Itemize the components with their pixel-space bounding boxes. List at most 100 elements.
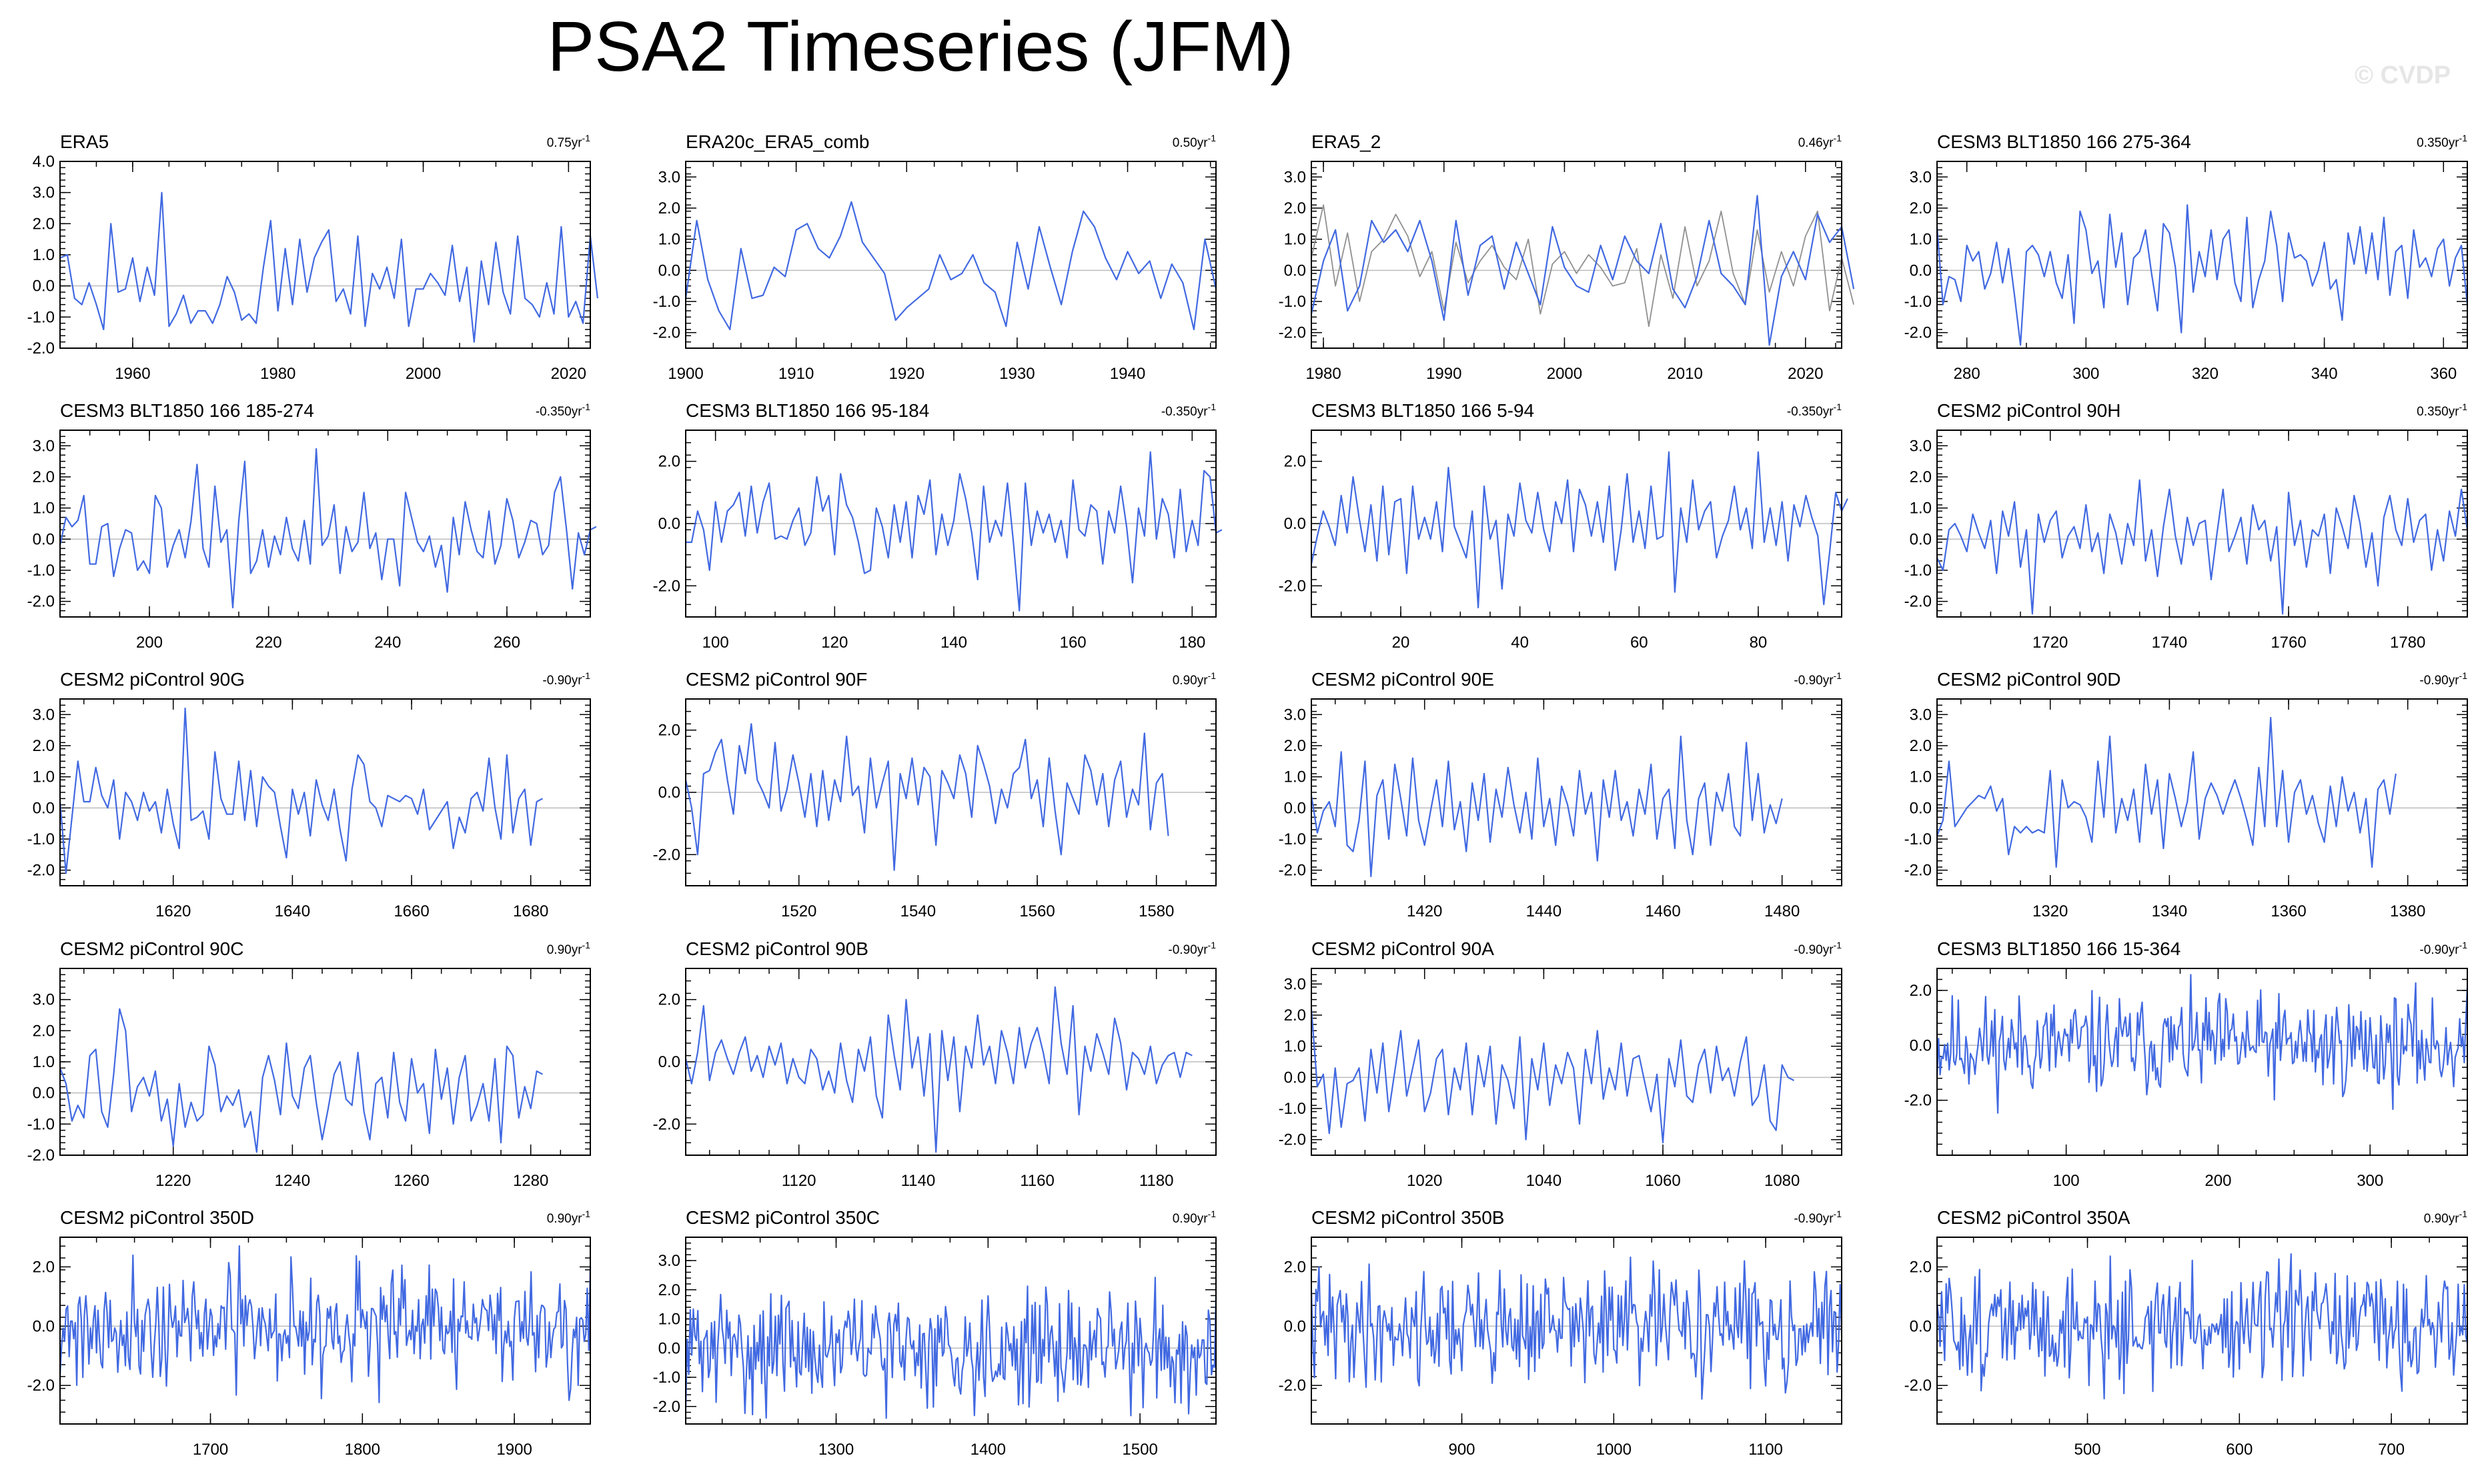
series-line — [59, 191, 598, 343]
series-line — [1310, 735, 1783, 878]
y-tick-label: 0.0 — [658, 1339, 680, 1357]
panel-frame — [1311, 161, 1842, 349]
panel-title: CESM3 BLT1850 166 275-364 — [1937, 131, 2191, 152]
x-tick-label: 600 — [2226, 1441, 2253, 1459]
y-tick-label: 1.0 — [33, 768, 55, 786]
panel-9: CESM2 piControl 90F 0.90yr-1 -2.0 0.0 2.0 152… — [653, 669, 1217, 920]
panel-16: CESM2 piControl 350D 0.90yr-1 -2.0 0.0 2.0 17… — [27, 1207, 592, 1459]
y-tick-label: -1.0 — [653, 1369, 680, 1387]
x-tick-label: 200 — [2205, 1172, 2231, 1190]
x-tick-label: 1460 — [1645, 902, 1680, 920]
y-tick-label: -2.0 — [1279, 862, 1306, 880]
y-tick-label: 0.0 — [1910, 530, 1932, 548]
panel-frame — [685, 968, 1217, 1156]
y-tick-label: 3.0 — [1284, 168, 1306, 186]
panel-title: CESM2 piControl 90F — [686, 669, 867, 690]
y-tick-label: 2.0 — [1284, 1006, 1306, 1024]
x-tick-label: 1000 — [1596, 1441, 1632, 1459]
y-tick-label: 3.0 — [1910, 168, 1932, 186]
series-line — [1310, 195, 1855, 346]
series-line — [684, 723, 1169, 871]
y-tick-label: 2.0 — [1910, 199, 1932, 217]
panel-title: CESM3 BLT1850 166 185-274 — [60, 400, 314, 421]
panel-5: CESM3 BLT1850 166 95-184 -0.350yr-1 -2.0 0.… — [653, 400, 1223, 652]
series-line — [684, 1277, 1217, 1419]
panel-title: CESM2 piControl 90G — [60, 669, 245, 690]
x-tick-label: 1500 — [1122, 1441, 1157, 1459]
panel-trend: 0.50yr-1 — [1173, 133, 1216, 150]
y-tick-label: -2.0 — [1904, 324, 1932, 342]
panel-trend: 0.90yr-1 — [1173, 670, 1216, 688]
y-tick-label: -2.0 — [27, 593, 55, 611]
y-tick-label: -1.0 — [27, 308, 55, 326]
y-tick-label: 3.0 — [1910, 706, 1932, 724]
x-tick-label: 340 — [2311, 365, 2338, 383]
x-tick-label: 700 — [2378, 1441, 2405, 1459]
panel-11: CESM2 piControl 90D -0.90yr-1 -2.0 -1.0 0.0 1… — [1904, 669, 2468, 920]
y-tick-label: 2.0 — [1284, 199, 1306, 217]
x-tick-label: 1640 — [275, 902, 310, 920]
x-tick-label: 1900 — [496, 1441, 532, 1459]
x-tick-label: 1080 — [1764, 1172, 1800, 1190]
y-tick-label: 1.0 — [658, 231, 680, 249]
panel-title: CESM2 piControl 350A — [1937, 1207, 2130, 1228]
y-tick-label: 0.0 — [1284, 515, 1306, 533]
y-tick-label: -2.0 — [27, 339, 55, 357]
panel-trend: -0.90yr-1 — [2419, 670, 2467, 688]
x-tick-label: 1320 — [2032, 902, 2068, 920]
panel-trend: -0.350yr-1 — [536, 402, 590, 419]
panel-3: CESM3 BLT1850 166 275-364 0.350yr-1 -2.0 -1… — [1904, 131, 2469, 383]
x-tick-label: 1440 — [1526, 902, 1562, 920]
x-tick-label: 1720 — [2032, 634, 2068, 652]
y-tick-label: 1.0 — [33, 246, 55, 264]
y-tick-label: -2.0 — [653, 846, 680, 864]
y-tick-label: -2.0 — [653, 1398, 680, 1416]
y-tick-label: -1.0 — [1904, 562, 1932, 580]
y-tick-label: -2.0 — [653, 324, 680, 342]
y-tick-label: 2.0 — [658, 722, 680, 740]
y-tick-label: -2.0 — [27, 1377, 55, 1395]
x-tick-label: 1040 — [1526, 1172, 1562, 1190]
y-tick-label: 2.0 — [1284, 737, 1306, 755]
series-line — [59, 1245, 592, 1403]
y-tick-label: -1.0 — [653, 293, 680, 311]
panel-12: CESM2 piControl 90C 0.90yr-1 -2.0 -1.0 0.0 1.… — [27, 938, 591, 1190]
y-tick-label: 0.0 — [33, 1084, 55, 1102]
y-tick-label: 1.0 — [1284, 231, 1306, 249]
panel-trend: -0.90yr-1 — [1794, 670, 1842, 688]
y-tick-label: 0.0 — [1284, 1068, 1306, 1086]
watermark: © CVDP — [2355, 61, 2451, 89]
series-line — [59, 448, 597, 609]
series-line — [1936, 716, 2397, 868]
panel-title: CESM2 piControl 90A — [1311, 938, 1494, 959]
x-tick-label: 1960 — [115, 365, 150, 383]
series-line — [1936, 974, 2469, 1114]
y-tick-label: 2.0 — [33, 1258, 55, 1276]
x-tick-label: 220 — [255, 634, 282, 652]
panel-trend: 0.90yr-1 — [2424, 1209, 2467, 1226]
panel-trend: -0.350yr-1 — [1787, 402, 1842, 419]
panel-title: CESM3 BLT1850 166 95-184 — [686, 400, 929, 421]
series-line — [684, 986, 1193, 1153]
x-tick-label: 40 — [1511, 634, 1529, 652]
panel-title: ERA20c_ERA5_comb — [686, 131, 869, 152]
x-tick-label: 80 — [1750, 634, 1768, 652]
series-line — [1936, 479, 2469, 615]
y-tick-label: 3.0 — [1910, 437, 1932, 455]
y-tick-label: 2.0 — [1284, 453, 1306, 471]
x-tick-label: 1540 — [900, 902, 936, 920]
panel-frame — [1936, 968, 2468, 1156]
y-tick-label: 1.0 — [33, 1053, 55, 1071]
y-tick-label: 0.0 — [1910, 1036, 1932, 1054]
x-tick-label: 1300 — [818, 1441, 854, 1459]
panel-frame — [1311, 430, 1842, 618]
panel-frame — [685, 161, 1217, 349]
panel-6: CESM3 BLT1850 166 5-94 -0.350yr-1 -2.0 0.0 2… — [1279, 400, 1848, 652]
series-line — [1310, 1008, 1795, 1144]
panel-8: CESM2 piControl 90G -0.90yr-1 -2.0 -1.0 0.0 1… — [27, 669, 591, 920]
x-tick-label: 320 — [2192, 365, 2219, 383]
y-tick-label: 2.0 — [658, 453, 680, 471]
y-tick-label: -2.0 — [27, 1147, 55, 1165]
series-line — [1936, 204, 2469, 346]
x-tick-label: 1280 — [513, 1172, 548, 1190]
